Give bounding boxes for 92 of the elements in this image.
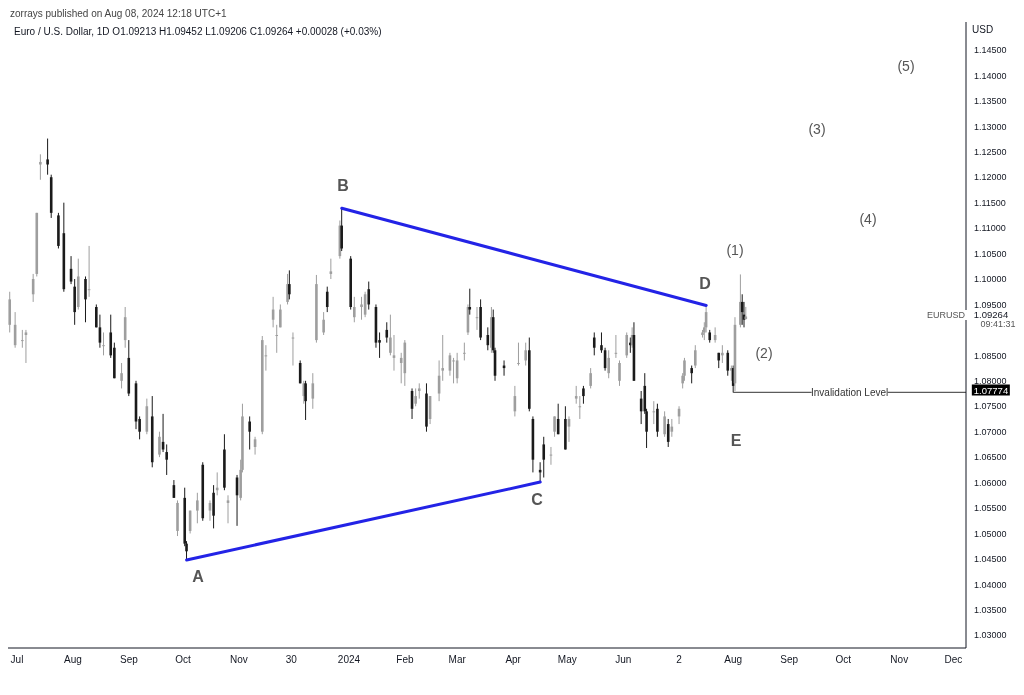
text: 1.09264 <box>971 308 1011 320</box>
ref-line-label: Invalidation Level <box>810 386 889 398</box>
y-tick-label: 1.10500 <box>974 248 1007 259</box>
annotation: C <box>531 491 543 509</box>
x-tick-label: Oct <box>175 654 191 666</box>
candlestick <box>325 286 329 313</box>
candlestick <box>158 431 161 458</box>
y-tick-label: 1.08500 <box>974 350 1007 361</box>
annotation: D <box>699 275 711 293</box>
text: 1.07774 <box>971 384 1011 396</box>
x-tick-label: Oct <box>835 654 852 666</box>
y-tick-label: 1.04000 <box>974 579 1007 590</box>
x-tick-label: Nov <box>230 654 248 666</box>
y-tick-label: 1.11500 <box>974 197 1006 208</box>
candlestick <box>212 484 215 529</box>
y-tick-label: 1.03500 <box>974 605 1007 616</box>
candlestick <box>322 311 325 336</box>
candlestick <box>102 331 105 356</box>
y-tick-label: 1.12500 <box>974 146 1007 157</box>
candlestick <box>652 400 656 425</box>
candlestick <box>553 415 556 438</box>
x-tick-label: 2024 <box>337 654 361 666</box>
annotation: (5) <box>897 58 915 74</box>
candlestick <box>84 275 87 323</box>
annotation: (2) <box>755 345 773 361</box>
y-axis-title: USD <box>972 24 994 35</box>
candlestick <box>607 349 610 379</box>
y-tick-label: 1.04500 <box>974 554 1007 565</box>
annotation: E <box>730 432 742 450</box>
candlestick <box>360 296 363 321</box>
y-tick-label: 1.05500 <box>974 503 1007 514</box>
candlestick <box>726 349 730 377</box>
x-tick-label: Jul <box>10 654 24 666</box>
y-tick-label: 1.07500 <box>974 401 1007 412</box>
x-tick-label: Jun <box>615 654 632 666</box>
candlestick <box>693 344 697 369</box>
x-tick-label: May <box>557 654 577 666</box>
candlestick <box>517 342 520 367</box>
x-tick-label: Nov <box>890 654 909 666</box>
chart-title: Euro / U.S. Dollar, 1D O1.09213 H1.09452 L1.09206 C1.09264 +0.00028 (+0.03%) <box>14 26 382 37</box>
x-tick-label: Sep <box>119 654 139 666</box>
annotation: (4) <box>859 211 877 227</box>
x-tick-label: Aug <box>64 654 82 666</box>
candlestick <box>666 418 670 448</box>
x-tick-label: Apr <box>505 654 522 666</box>
y-tick-label: 1.11000 <box>974 223 1006 234</box>
x-tick-label: Mar <box>448 654 467 666</box>
x-tick-label: Feb <box>396 654 414 666</box>
x-tick-label: Dec <box>944 654 963 666</box>
candlestick <box>618 359 621 387</box>
x-tick-label: 2 <box>676 654 683 666</box>
y-tick-label: 1.14500 <box>974 45 1007 56</box>
y-tick-label: 1.09500 <box>974 299 1007 310</box>
candlestick <box>353 296 356 323</box>
candlestick <box>468 288 472 316</box>
candlestick <box>120 362 123 389</box>
annotation: A <box>192 568 204 586</box>
y-tick-label: 1.13500 <box>974 96 1007 107</box>
text: zorrays published on Aug 08, 2024 12:18 UTC+1 <box>10 8 227 19</box>
candlestick <box>542 436 546 478</box>
x-tick-label: Sep <box>780 654 799 666</box>
text: 09:41:31 <box>978 319 1018 329</box>
annotation: EURUSD <box>924 310 968 320</box>
candlestick <box>656 403 659 438</box>
candlestick <box>592 331 596 356</box>
y-tick-label: 1.14000 <box>974 70 1007 81</box>
candlestick <box>663 410 666 438</box>
candlestick <box>452 357 455 384</box>
x-tick-label: 30 <box>285 654 298 666</box>
candlestick <box>589 367 592 389</box>
candlestick <box>385 321 389 344</box>
candlestick <box>39 153 42 181</box>
x-tick-label: Aug <box>724 654 743 666</box>
annotation: (1) <box>726 242 744 258</box>
y-tick-label: 1.05000 <box>974 528 1007 539</box>
candlestick <box>367 281 371 311</box>
annotation: (3) <box>808 121 826 137</box>
y-tick-label: 1.07000 <box>974 426 1007 437</box>
annotation: B <box>337 177 349 195</box>
y-tick-label: 1.12000 <box>974 172 1007 183</box>
candlestick <box>165 443 168 476</box>
y-tick-label: 1.06000 <box>974 477 1007 488</box>
candlestick <box>46 138 49 176</box>
candlestick <box>524 342 527 367</box>
candlestick <box>248 415 251 451</box>
y-tick-label: 1.10000 <box>974 274 1007 285</box>
y-tick-label: 1.13000 <box>974 121 1007 132</box>
candlestick <box>196 492 199 524</box>
candlestick <box>275 324 279 354</box>
y-tick-label: 1.03000 <box>974 630 1007 641</box>
y-tick-label: 1.06500 <box>974 452 1007 463</box>
y-tick-label: 1.08000 <box>974 376 1007 386</box>
